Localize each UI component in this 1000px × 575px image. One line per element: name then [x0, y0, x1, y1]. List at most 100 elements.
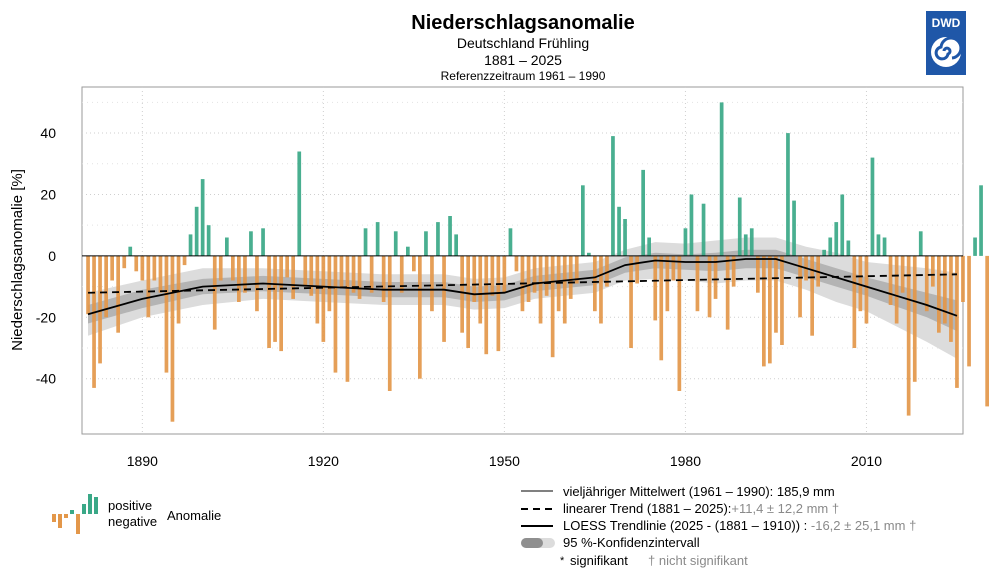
- x-tick-label: 1980: [670, 453, 701, 469]
- bar-2030: [985, 255, 989, 407]
- bar-1932: [393, 231, 398, 256]
- bar-1986: [719, 102, 724, 256]
- linear-trend-line: [88, 273, 957, 294]
- bar-2003: [822, 249, 826, 256]
- bar-1980: [683, 228, 688, 256]
- bar-2029: [979, 185, 983, 256]
- bar-1987: [725, 255, 730, 330]
- bar-1931: [387, 255, 392, 391]
- bar-1995: [774, 255, 778, 333]
- bar-1988: [731, 255, 736, 287]
- bar-1906: [237, 255, 241, 302]
- legend-linear-trend-label: linearer Trend (1881 – 2025):+11,4 ± 12,…: [563, 501, 839, 516]
- chart-subtitle-reference: Referenzzeitraum 1961 – 1990: [441, 69, 606, 83]
- bar-1970: [623, 219, 627, 256]
- bar-1989: [737, 197, 742, 256]
- legend-nsig-label: † nicht signifikant: [648, 553, 748, 568]
- bar-2022: [937, 255, 941, 333]
- bar-1955: [532, 255, 537, 293]
- legend-anomaly: positive negative Anomalie: [52, 494, 221, 534]
- bar-1981: [689, 194, 694, 256]
- bar-2021: [931, 255, 935, 287]
- bar-1998: [792, 200, 796, 256]
- bar-2018: [912, 255, 917, 382]
- bar-2008: [852, 255, 857, 348]
- bar-1975: [653, 255, 658, 321]
- bar-1920: [321, 255, 326, 342]
- trend-lines: [82, 255, 963, 317]
- bar-1883: [98, 255, 102, 364]
- bar-1901: [206, 225, 211, 256]
- bar-1914: [285, 255, 289, 278]
- bar-1951: [508, 228, 513, 256]
- dwd-logo: DWD: [926, 11, 966, 75]
- bar-1912: [273, 255, 277, 342]
- bar-1941: [448, 216, 452, 256]
- bar-1990: [743, 234, 748, 256]
- bar-1939: [436, 222, 440, 256]
- bar-1897: [182, 255, 187, 266]
- bar-1898: [188, 234, 193, 256]
- bar-1904: [225, 237, 229, 256]
- bar-1903: [218, 255, 223, 281]
- bar-1937: [424, 231, 428, 256]
- bar-1911: [267, 255, 271, 348]
- bar-2026: [961, 255, 965, 302]
- bar-1934: [406, 246, 410, 256]
- bar-2006: [840, 194, 845, 256]
- bar-1976: [659, 255, 664, 361]
- bar-2025: [955, 255, 959, 388]
- bar-1991: [749, 228, 754, 256]
- bar-1996: [780, 255, 784, 345]
- bar-1968: [611, 136, 615, 256]
- chart-subtitle-period: 1881 – 2025: [484, 52, 562, 68]
- x-tick-label: 1920: [308, 453, 339, 469]
- bar-1971: [629, 255, 633, 348]
- bar-2019: [918, 231, 923, 256]
- bar-1929: [375, 222, 380, 256]
- dwd-logo-text: DWD: [932, 16, 961, 30]
- bar-1973: [641, 169, 645, 256]
- bar-1985: [713, 255, 718, 299]
- bar-1895: [170, 255, 175, 422]
- bar-1972: [635, 255, 639, 284]
- bar-1923: [339, 255, 344, 287]
- bar-2024: [949, 255, 953, 342]
- bar-1982: [695, 255, 700, 312]
- bar-2011: [870, 157, 875, 256]
- bar-1926: [357, 255, 362, 299]
- bar-1966: [599, 255, 603, 324]
- x-tick-label: 2010: [851, 453, 882, 469]
- y-axis-ticks: -40 -20 0 20 40: [36, 125, 56, 387]
- bar-1915: [291, 255, 295, 299]
- bar-1890: [140, 255, 145, 281]
- y-tick-label: 40: [40, 125, 56, 141]
- bar-1900: [200, 179, 205, 256]
- bar-1921: [327, 255, 332, 312]
- bar-1979: [677, 255, 682, 391]
- bar-1933: [399, 255, 404, 293]
- bar-2001: [810, 255, 814, 336]
- x-axis-ticks: 1890 1920 1950 1980 2010: [127, 453, 882, 469]
- legend-positive-label: positive: [108, 498, 152, 513]
- bar-1913: [279, 255, 283, 352]
- bar-1910: [261, 228, 265, 256]
- bar-1935: [412, 255, 416, 272]
- y-tick-label: -40: [36, 371, 56, 387]
- bar-1887: [122, 255, 127, 269]
- bar-1936: [418, 255, 422, 379]
- bar-1894: [164, 255, 169, 373]
- bar-1945: [472, 255, 477, 302]
- bar-1893: [158, 255, 163, 293]
- bar-2004: [828, 237, 833, 256]
- bar-2027: [967, 255, 971, 367]
- bar-1949: [496, 255, 501, 352]
- x-tick-label: 1950: [489, 453, 520, 469]
- y-tick-label: -20: [36, 309, 56, 325]
- bar-1997: [786, 133, 790, 256]
- bar-1967: [605, 255, 609, 287]
- bar-2013: [882, 237, 887, 256]
- bar-1963: [581, 185, 585, 256]
- bar-1918: [309, 255, 314, 296]
